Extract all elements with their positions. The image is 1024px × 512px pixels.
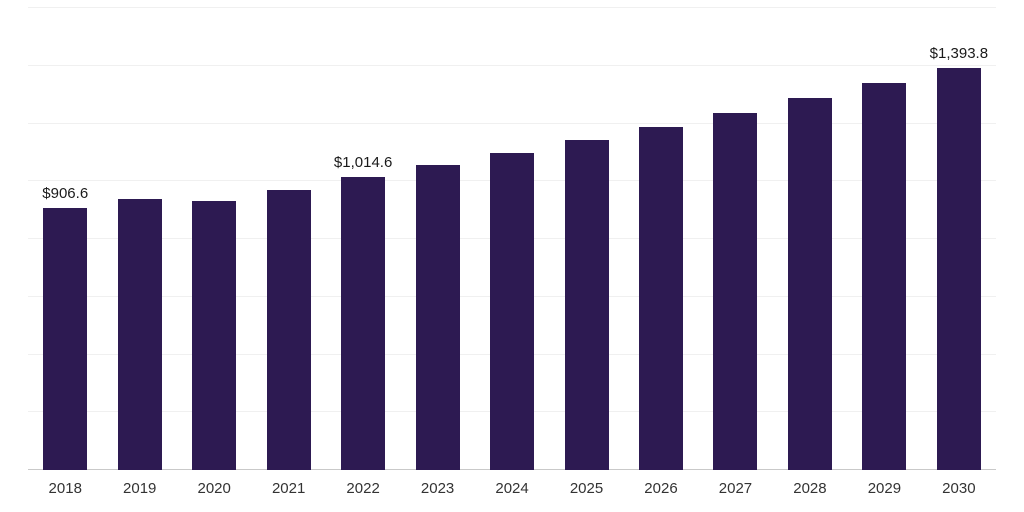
x-axis-label-2020: 2020 — [197, 480, 231, 497]
bar-2027 — [713, 112, 758, 470]
bar-cell-2019 — [102, 198, 176, 470]
bar-2020 — [192, 200, 237, 470]
gridline — [28, 64, 996, 66]
value-label-2018: $906.6 — [42, 185, 89, 203]
value-label-2022: $1,014.6 — [333, 154, 393, 172]
bar-cell-2024 — [475, 152, 549, 470]
bar-2025 — [564, 139, 609, 470]
bars-row: $906.6 $1,014.6 $1,393.8 — [28, 8, 996, 470]
bar-cell-2020 — [177, 200, 251, 470]
gridline — [28, 7, 996, 8]
bar-2019 — [117, 198, 162, 470]
bar-cell-2023 — [400, 165, 474, 470]
bar-cell-2025 — [549, 139, 623, 470]
x-axis-label-2026: 2026 — [644, 480, 678, 497]
gridline — [28, 122, 996, 124]
bar-cell-2027 — [698, 112, 772, 470]
bar-2018 — [43, 208, 88, 470]
value-label-2030: $1,393.8 — [929, 44, 989, 62]
x-axis-label-2024: 2024 — [495, 480, 529, 497]
bar-2022 — [341, 177, 386, 470]
bar-2024 — [490, 152, 535, 470]
x-axis-label-2030: 2030 — [942, 480, 976, 497]
x-axis-label-2023: 2023 — [420, 480, 455, 497]
bar-2029 — [862, 83, 907, 470]
bar-2023 — [415, 165, 460, 470]
bar-cell-2030: $1,393.8 — [922, 45, 996, 470]
x-axis-label-2019: 2019 — [123, 480, 157, 497]
x-axis-label-2025: 2025 — [569, 480, 604, 497]
bar-cell-2021 — [251, 190, 325, 470]
bar-2030 — [936, 67, 981, 470]
bar-2021 — [266, 190, 311, 470]
x-axis-label-2021: 2021 — [271, 480, 306, 497]
bar-cell-2029 — [847, 83, 921, 470]
x-axis-label-2022: 2022 — [346, 480, 380, 497]
bar-2026 — [638, 126, 683, 470]
x-axis-labels: 2018 2019 2020 2021 2022 2023 2024 2025 2026 2027… — [28, 480, 996, 497]
bar-cell-2018: $906.6 — [28, 185, 102, 470]
x-axis-label-2027: 2027 — [718, 480, 753, 497]
plot-area: $906.6 $1,014.6 $1,393.8 — [28, 7, 996, 470]
x-axis-label-2029: 2029 — [867, 480, 902, 497]
bar-cell-2028 — [773, 98, 847, 470]
bar-2028 — [787, 98, 832, 470]
bar-cell-2022: $1,014.6 — [326, 154, 400, 470]
x-axis-label-2018: 2018 — [48, 480, 82, 497]
bar-cell-2026 — [624, 126, 698, 470]
x-axis-label-2028: 2028 — [793, 480, 827, 497]
